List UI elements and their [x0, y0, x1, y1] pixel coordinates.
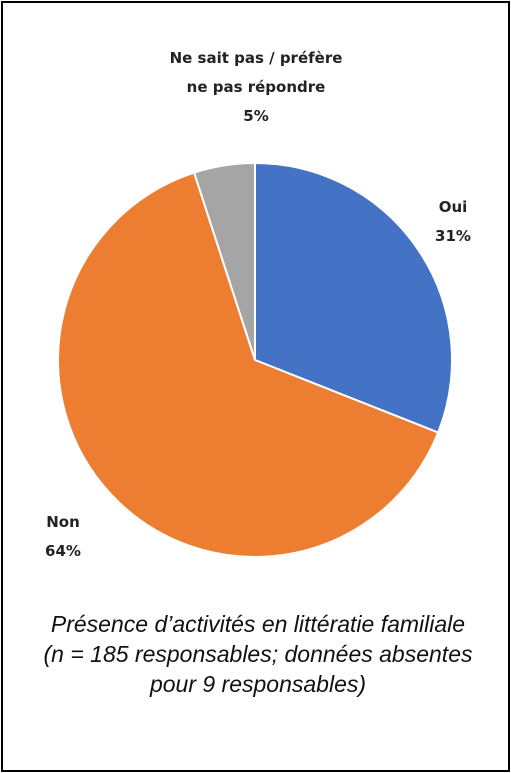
value-label: 64% — [45, 542, 81, 560]
category-label: Ne sait pas / préfère ne pas répondre — [169, 49, 343, 96]
category-label: Oui — [438, 198, 468, 216]
pie-slice — [57, 171, 440, 558]
caption: Présence d’activités en littératie famil… — [33, 609, 483, 699]
category-label: Non — [46, 513, 80, 531]
slice-label: Non 64% — [23, 508, 103, 566]
slice-label: Oui 31% — [403, 193, 503, 251]
pie-slice — [254, 161, 453, 434]
chart — [57, 161, 453, 558]
value-label: 5% — [243, 107, 269, 125]
chart-subtitle: (n = 185 responsables; données absentes … — [43, 641, 473, 697]
slice-label: Ne sait pas / préfère ne pas répondre 5% — [161, 44, 351, 131]
chart-title: Présence d’activités en littératie famil… — [50, 611, 466, 637]
pie-slice — [192, 161, 256, 361]
value-label: 31% — [435, 227, 471, 245]
